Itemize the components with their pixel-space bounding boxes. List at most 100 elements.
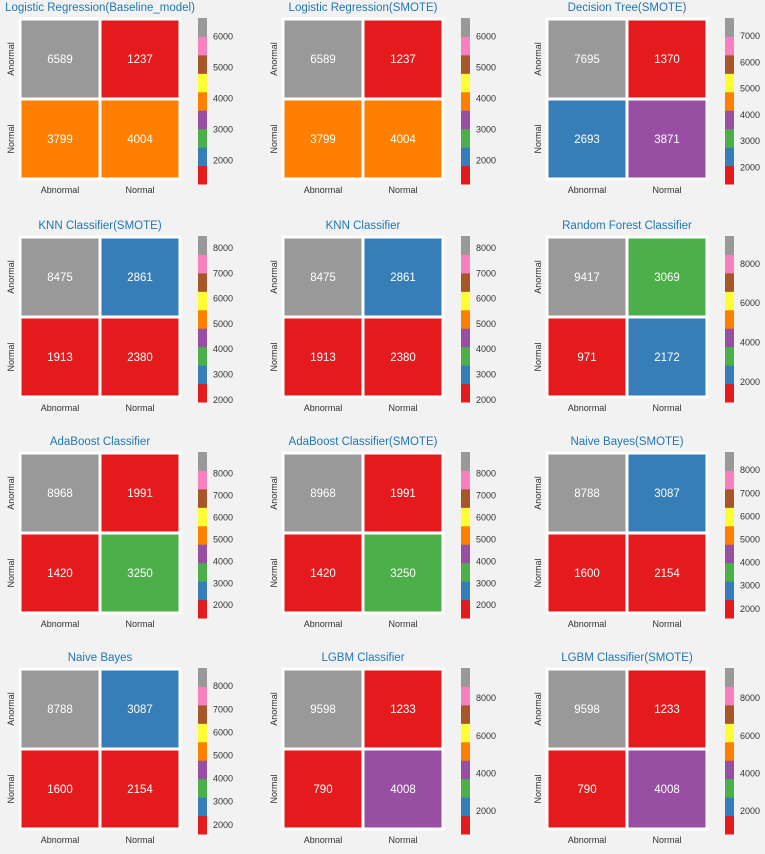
heatmap-cell [361,235,445,319]
colorbar-band [461,383,470,403]
colorbar-tick-label: 6000 [740,298,760,308]
colorbar-band [461,470,470,490]
heatmap-panel: AdaBoost Classifier 8968 1991 1420 3250 Abnor… [6,436,233,629]
cell-value-label: 8788 [574,488,600,500]
heatmap-panel: Naive Bayes(SMOTE) 8788 3087 1600 2154 Abnorm… [533,436,760,629]
colorbar-band [461,741,470,761]
y-tick-label: Normal [533,558,543,587]
colorbar-band [725,328,734,348]
heatmap-cell [98,235,182,319]
colorbar-tick-label: 4000 [740,769,760,779]
colorbar-band [725,147,734,167]
colorbar-band [198,488,207,508]
panel-title: LGBM Classifier [321,652,404,664]
colorbar-band [198,346,207,366]
heatmap-cell [625,747,709,831]
y-tick-label: Anormal [6,692,16,726]
cell-value-label: 3871 [654,134,680,146]
colorbar-tick-label: 2000 [476,155,496,165]
colorbar-band [198,383,207,403]
colorbar-tick-label: 8000 [740,465,760,475]
colorbar-band [198,507,207,527]
x-tick-label: Abnormal [568,619,607,629]
colorbar-band [725,544,734,564]
colorbar-band [725,723,734,743]
colorbar-band [725,704,734,724]
colorbar-tick-label: 4000 [476,344,496,354]
x-tick-label: Normal [652,185,681,195]
heatmap-cell [545,531,629,615]
colorbar-band [461,599,470,619]
cell-value-label: 8788 [47,704,73,716]
colorbar-band [725,383,734,403]
colorbar-band [461,54,470,74]
y-tick-label: Anormal [269,42,279,76]
heatmap-cell [18,17,102,101]
cell-value-label: 4008 [390,784,416,796]
colorbar-band [198,686,207,706]
colorbar-tick-label: 2000 [213,600,233,610]
x-tick-label: Abnormal [41,185,80,195]
heatmap-cell [281,451,365,535]
colorbar-band [725,291,734,311]
cell-value-label: 4008 [654,784,680,796]
heatmap-panel: Naive Bayes 8788 3087 1600 2154 Abnormal Norma… [6,652,233,845]
cell-value-label: 2172 [654,352,680,364]
colorbar-band [461,346,470,366]
cell-value-label: 8968 [47,488,73,500]
colorbar-band [198,562,207,582]
colorbar-band [725,365,734,385]
colorbar-band [725,254,734,274]
heatmap-cell [98,315,182,399]
colorbar-band [198,815,207,835]
colorbar-band [725,507,734,527]
colorbar-tick-label: 5000 [740,84,760,94]
cell-value-label: 3250 [127,568,153,580]
heatmap-cell [545,667,629,751]
colorbar-band [461,147,470,167]
x-tick-label: Abnormal [568,835,607,845]
x-tick-label: Normal [125,619,154,629]
y-tick-label: Normal [533,774,543,803]
colorbar-band [198,797,207,817]
y-tick-label: Anormal [6,476,16,510]
colorbar-band [198,668,207,687]
colorbar-band [725,73,734,93]
colorbar-band [198,581,207,601]
colorbar-band [461,452,470,471]
x-tick-label: Normal [388,403,417,413]
colorbar-tick-label: 4000 [213,774,233,784]
heatmap-cell [361,531,445,615]
x-tick-label: Abnormal [41,403,80,413]
colorbar-tick-label: 2000 [740,377,760,387]
colorbar-tick-label: 6000 [476,731,496,741]
colorbar-tick-label: 2000 [476,600,496,610]
cell-value-label: 2861 [127,272,153,284]
y-tick-label: Normal [269,124,279,153]
colorbar-band [198,254,207,274]
colorbar-band [725,309,734,329]
colorbar-band [198,778,207,798]
heatmap-cell [281,97,365,181]
y-tick-label: Anormal [269,692,279,726]
y-tick-label: Normal [6,124,16,153]
y-tick-label: Anormal [269,260,279,294]
colorbar-band [725,815,734,835]
colorbar-band [725,110,734,130]
colorbar-tick-label: 6000 [213,294,233,304]
colorbar-band [198,544,207,564]
colorbar-band [461,760,470,780]
cell-value-label: 2380 [127,352,153,364]
x-tick-label: Abnormal [304,185,343,195]
heatmap-cell [625,97,709,181]
cell-value-label: 1370 [654,54,680,66]
panel-title: AdaBoost Classifier [50,436,151,448]
colorbar-band [198,525,207,545]
panel-title: LGBM Classifier(SMOTE) [561,652,693,664]
heatmap-cell [625,235,709,319]
y-tick-label: Normal [533,124,543,153]
colorbar-band [198,73,207,93]
colorbar-tick-label: 7000 [740,488,760,498]
heatmap-cell [98,97,182,181]
